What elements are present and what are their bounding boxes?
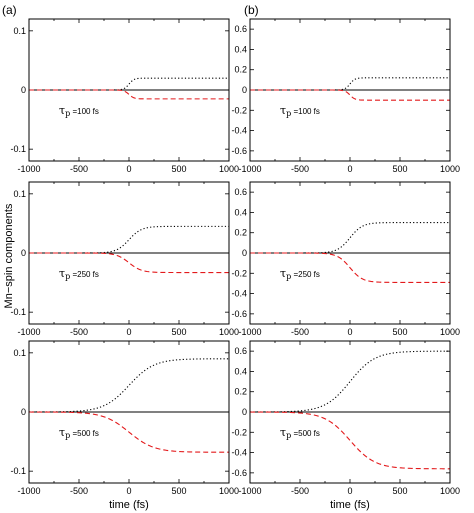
tau-annotation: τp =100 fs [59, 104, 99, 118]
tau-annotation: τp =500 fs [280, 426, 320, 440]
panel-3: -1000 -500 0 500 1000 -0.1 0 0.1 τp =250 fs [10, 181, 239, 337]
y-tick-label: 0.6 [234, 346, 247, 356]
dotted-series-line [29, 77, 229, 91]
x-tick-label: 500 [171, 486, 186, 496]
x-tick-label: 500 [171, 164, 186, 174]
x-tick-label: 0 [347, 164, 352, 174]
y-tick-label: 0.1 [13, 189, 26, 199]
plot-frame [249, 18, 451, 162]
plot-frame [249, 181, 451, 325]
y-tick-label: 0 [21, 407, 26, 417]
dashed-series-line [250, 252, 450, 283]
x-tick-label: 1000 [440, 486, 460, 496]
tau-annotation: τp =250 fs [280, 267, 320, 281]
x-tick-label: -500 [70, 486, 88, 496]
x-tick-label: 500 [392, 327, 407, 337]
panel-2: -1000 -500 0 500 1000 -0.6 -0.4 -0.2 0 0.2 0.4 0.6 τ… [231, 18, 460, 174]
y-axis-title: Mn−spin components [3, 203, 15, 308]
dotted-series-line [29, 225, 229, 254]
y-tick-label: 0 [242, 85, 247, 95]
x-tick-label: -1000 [17, 327, 40, 337]
y-tick-label: -0.2 [231, 427, 247, 437]
panel-5: -1000 -500 0 500 1000 -0.1 0 0.1 τp =500 fs time … [10, 340, 239, 511]
tau-annotation: τp =500 fs [59, 426, 99, 440]
x-tick-label: -1000 [17, 486, 40, 496]
y-tick-label: 0.4 [234, 366, 247, 376]
x-tick-label: -500 [70, 164, 88, 174]
x-tick-label: -500 [291, 327, 309, 337]
y-tick-label: 0.4 [234, 44, 247, 54]
x-tick-label: -500 [70, 327, 88, 337]
plot-frame [28, 181, 230, 325]
column-label-b: (b) [244, 3, 259, 17]
dotted-series-line [250, 350, 450, 413]
x-tick-label: -1000 [238, 164, 261, 174]
y-tick-label: -0.6 [231, 309, 247, 319]
y-tick-label: -0.4 [231, 448, 247, 458]
dotted-series-line [29, 358, 229, 413]
y-tick-label: -0.6 [231, 468, 247, 478]
y-tick-label: -0.4 [231, 289, 247, 299]
x-tick-label: 0 [347, 327, 352, 337]
tau-annotation: τp =250 fs [59, 267, 99, 281]
tau-annotation: τp =100 fs [280, 104, 320, 118]
dashed-series-line [250, 411, 450, 470]
x-tick-label: 1000 [440, 327, 460, 337]
y-tick-label: 0 [21, 85, 26, 95]
plot-frame [28, 18, 230, 162]
y-tick-label: 0.2 [234, 387, 247, 397]
y-tick-label: 0 [242, 248, 247, 258]
x-tick-label: 500 [171, 327, 186, 337]
x-tick-label: 0 [347, 486, 352, 496]
y-tick-label: -0.1 [10, 144, 26, 154]
plot-frame [249, 340, 451, 484]
y-tick-label: 0.1 [13, 26, 26, 36]
dashed-series-line [29, 252, 229, 274]
y-tick-label: 0 [21, 248, 26, 258]
y-tick-label: 0.4 [234, 207, 247, 217]
dashed-series-line [29, 89, 229, 100]
x-tick-label: -500 [291, 486, 309, 496]
x-tick-label: 1000 [219, 486, 239, 496]
x-tick-label: 1000 [219, 164, 239, 174]
x-tick-label: -500 [291, 164, 309, 174]
y-tick-label: -0.1 [10, 466, 26, 476]
x-axis-title: time (fs) [330, 499, 370, 511]
y-tick-label: 0.6 [234, 187, 247, 197]
y-tick-label: -0.2 [231, 105, 247, 115]
panel-6: -1000 -500 0 500 1000 -0.6 -0.4 -0.2 0 0.2 0.4 0.6 τ… [231, 340, 460, 511]
x-tick-label: -1000 [17, 164, 40, 174]
x-tick-label: 500 [392, 164, 407, 174]
panel-1: -1000 -500 0 500 1000 -0.1 0 0.1 τp =100 fs [10, 18, 239, 174]
y-tick-label: 0.1 [13, 348, 26, 358]
x-tick-label: -1000 [238, 327, 261, 337]
dotted-series-line [250, 77, 450, 91]
x-tick-label: 0 [126, 164, 131, 174]
x-tick-label: 0 [126, 486, 131, 496]
y-tick-label: 0.2 [234, 65, 247, 75]
column-label-a: (a) [2, 3, 17, 17]
y-tick-label: 0.2 [234, 228, 247, 238]
y-tick-label: -0.6 [231, 146, 247, 156]
y-tick-label: -0.2 [231, 268, 247, 278]
x-axis-title: time (fs) [109, 499, 149, 511]
dotted-series-line [250, 222, 450, 254]
x-tick-label: 1000 [219, 327, 239, 337]
dashed-series-line [250, 89, 450, 101]
x-tick-label: -1000 [238, 486, 261, 496]
panel-4: -1000 -500 0 500 1000 -0.6 -0.4 -0.2 0 0.2 0.4 0.6 τ… [231, 181, 460, 337]
y-tick-label: -0.4 [231, 126, 247, 136]
y-tick-label: 0.6 [234, 24, 247, 34]
panels: -1000 -500 0 500 1000-0.100.1τp =100 fs-1000… [10, 18, 460, 511]
x-tick-label: 500 [392, 486, 407, 496]
dashed-series-line [29, 411, 229, 453]
y-tick-label: -0.1 [10, 307, 26, 317]
plot-frame [28, 340, 230, 484]
y-tick-label: 0 [242, 407, 247, 417]
x-tick-label: 1000 [440, 164, 460, 174]
x-tick-label: 0 [126, 327, 131, 337]
